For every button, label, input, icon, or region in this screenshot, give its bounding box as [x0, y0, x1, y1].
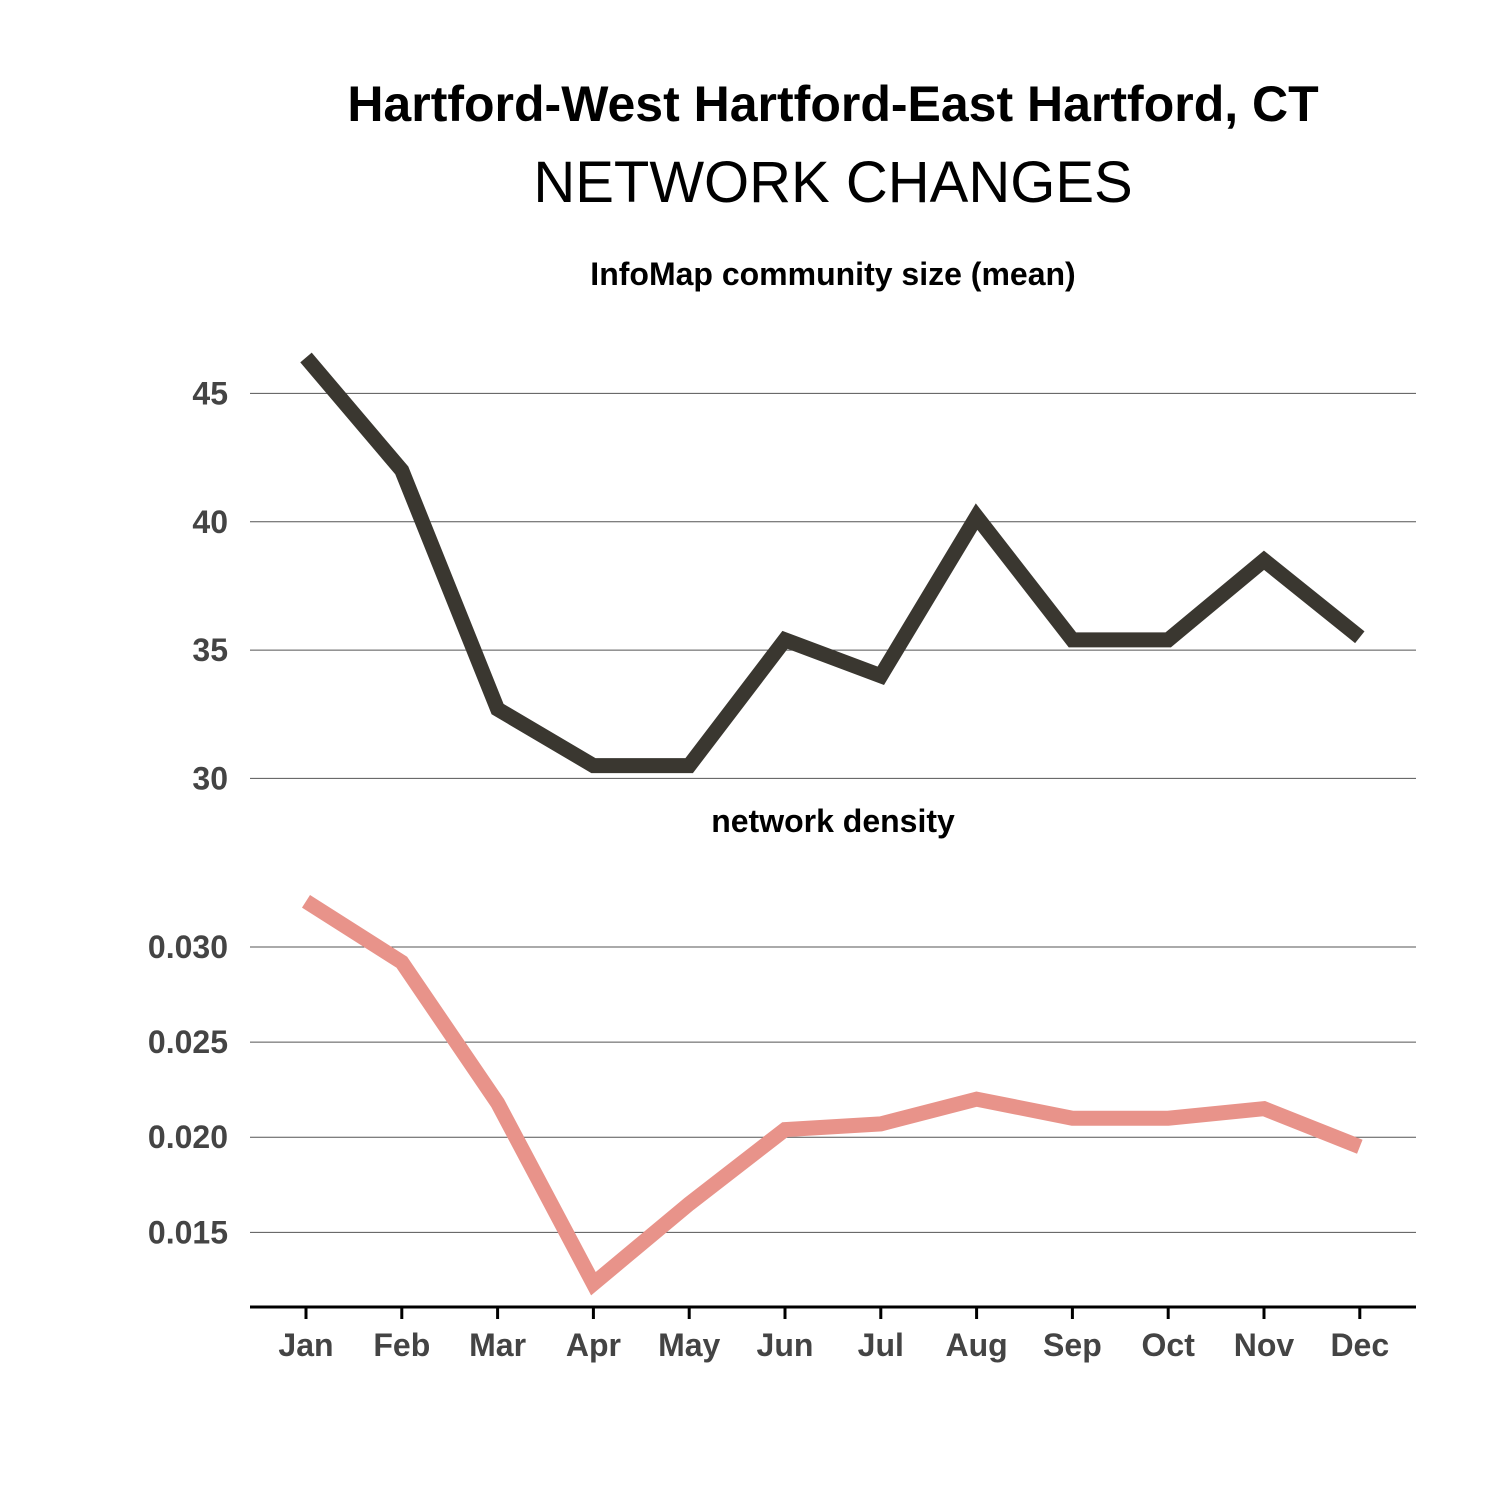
- data-point: [401, 469, 403, 471]
- data-point: [880, 675, 882, 677]
- x-tick-label: Dec: [1330, 1327, 1389, 1363]
- data-point: [401, 961, 403, 963]
- x-tick-label: Mar: [469, 1327, 526, 1363]
- series-line-2: [301, 895, 1363, 1296]
- data-point: [1071, 1117, 1073, 1119]
- x-tick-label: Jan: [278, 1327, 333, 1363]
- chart-subtitle: NETWORK CHANGES: [533, 150, 1133, 215]
- chart-title: Hartford-West Hartford-East Hartford, CT: [347, 76, 1319, 132]
- x-tick-label: Jun: [757, 1327, 814, 1363]
- facet-label-1: InfoMap community size (mean): [590, 256, 1075, 292]
- data-point: [976, 1098, 978, 1100]
- x-tick-label: Oct: [1142, 1327, 1196, 1363]
- data-point: [784, 1129, 786, 1131]
- x-tick-label: Aug: [945, 1327, 1007, 1363]
- y-tick-label: 40: [192, 504, 228, 540]
- data-point: [688, 1203, 690, 1205]
- data-point: [592, 1283, 594, 1285]
- y-tick-label: 35: [192, 632, 228, 668]
- x-tick-label: Nov: [1234, 1327, 1295, 1363]
- data-point: [1263, 1108, 1265, 1110]
- data-point: [784, 639, 786, 641]
- data-point: [1071, 639, 1073, 641]
- y-tick-label: 45: [192, 375, 228, 411]
- data-point: [880, 1123, 882, 1125]
- data-point: [592, 765, 594, 767]
- x-tick-label: Apr: [566, 1327, 621, 1363]
- data-point: [497, 708, 499, 710]
- facet-label-2: network density: [711, 803, 955, 839]
- x-tick-label: Sep: [1043, 1327, 1102, 1363]
- data-point: [1359, 1146, 1361, 1148]
- x-tick-label: Jul: [858, 1327, 904, 1363]
- data-point: [1167, 1117, 1169, 1119]
- series-line-1: [300, 352, 1365, 774]
- data-point: [305, 900, 307, 902]
- data-point: [305, 357, 307, 359]
- data-point: [497, 1102, 499, 1104]
- x-tick-label: May: [658, 1327, 720, 1363]
- y-tick-label: 0.020: [148, 1119, 228, 1155]
- data-point: [976, 516, 978, 518]
- data-point: [1167, 639, 1169, 641]
- y-tick-label: 30: [192, 760, 228, 796]
- data-point: [688, 765, 690, 767]
- y-tick-label: 0.025: [148, 1024, 228, 1060]
- data-point: [1263, 559, 1265, 561]
- y-tick-label: 0.015: [148, 1214, 228, 1250]
- y-tick-label: 0.030: [148, 929, 228, 965]
- x-tick-label: Feb: [373, 1327, 430, 1363]
- data-point: [1359, 636, 1361, 638]
